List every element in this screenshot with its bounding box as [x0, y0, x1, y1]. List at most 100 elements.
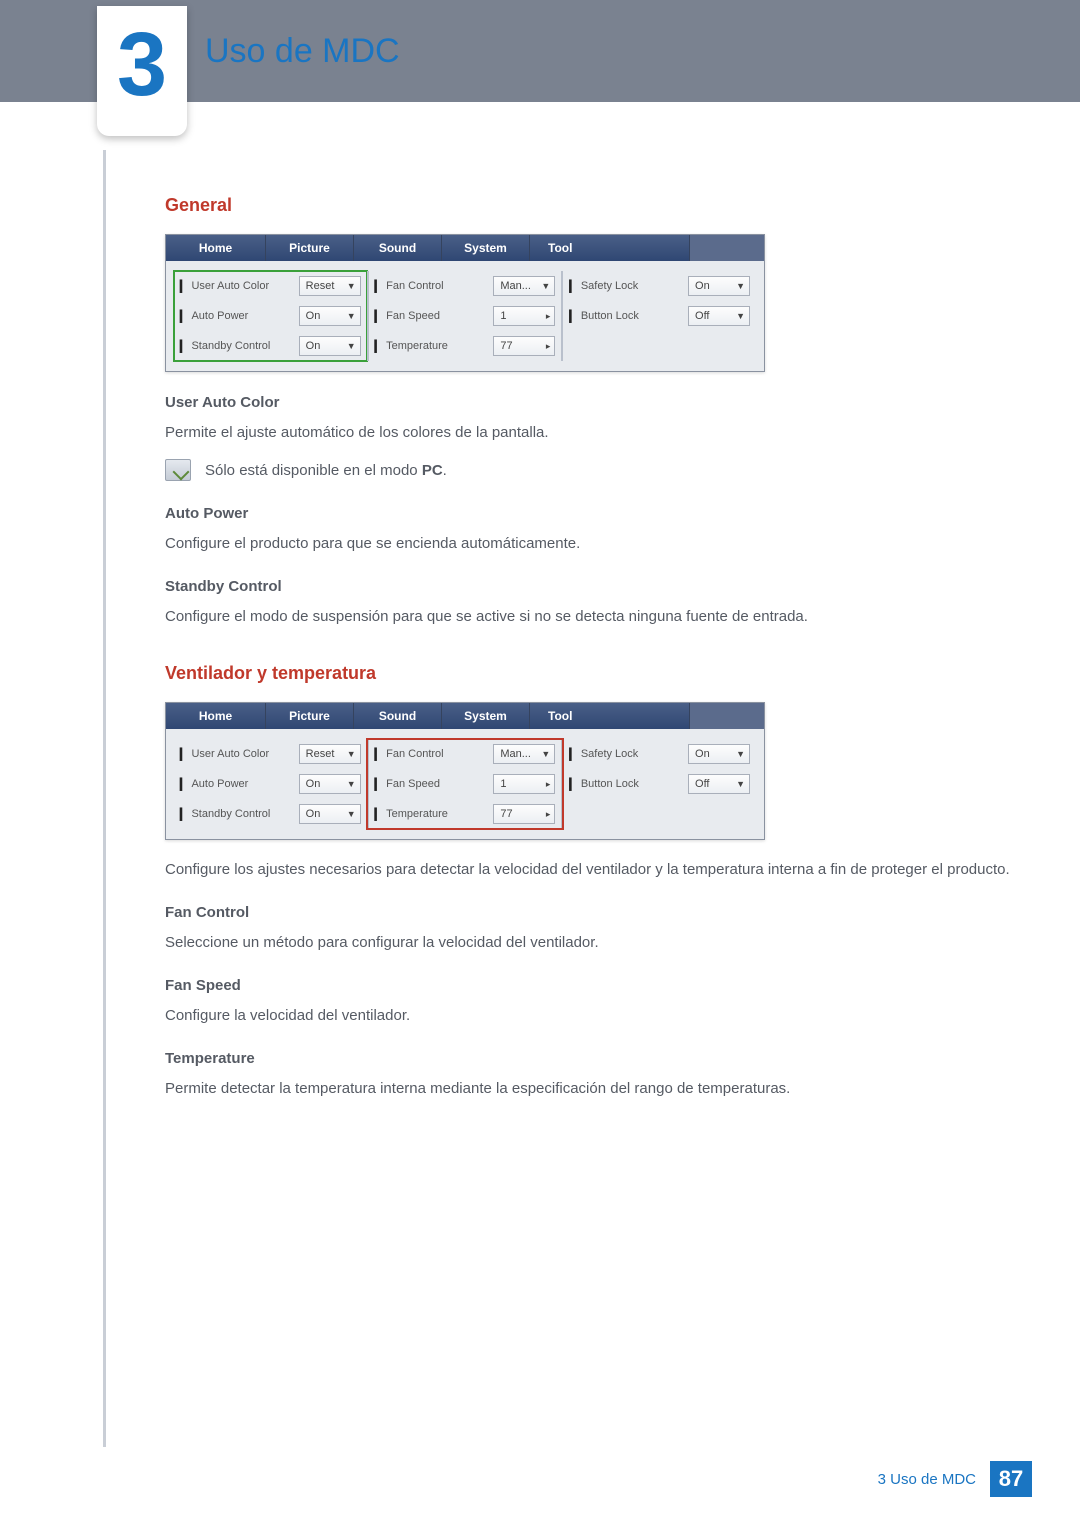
dropdown-button-lock[interactable]: Off▼ [688, 306, 750, 326]
chevron-right-icon: ▸ [546, 341, 551, 352]
label-standby-control: ▎Standby Control [180, 808, 270, 821]
panel-col-lock: ▎Safety Lock On▼ ▎Button Lock Off▼ [563, 739, 756, 829]
dropdown-fan-control[interactable]: Man...▼ [493, 276, 555, 296]
label-fan-control: ▎Fan Control [375, 748, 444, 761]
page-footer: 3 Uso de MDC 87 [878, 1461, 1032, 1497]
row-standby-control: ▎Standby Control On▼ [180, 331, 361, 361]
page-number: 87 [990, 1461, 1032, 1497]
label-fan-speed: ▎Fan Speed [375, 310, 440, 323]
stepper-temperature[interactable]: 77▸ [493, 336, 555, 356]
row-fan-speed: ▎Fan Speed 1▸ [375, 301, 556, 331]
stepper-temperature[interactable]: 77▸ [493, 804, 555, 824]
tab-tool[interactable]: Tool [530, 235, 690, 261]
chevron-down-icon: ▼ [347, 341, 356, 351]
page-header: 3 Uso de MDC [0, 0, 1080, 102]
chevron-down-icon: ▼ [347, 749, 356, 759]
tab-system[interactable]: System [442, 703, 530, 729]
row-button-lock: ▎Button Lock Off▼ [569, 301, 750, 331]
chevron-right-icon: ▸ [546, 809, 551, 820]
section-heading-fan: Ventilador y temperatura [165, 663, 1020, 684]
note-text: Sólo está disponible en el modo PC. [205, 459, 447, 483]
heading-fan-speed: Fan Speed [165, 977, 1020, 994]
text-standby-control: Configure el modo de suspensión para que… [165, 605, 1020, 629]
system-panel-general: Home Picture Sound System Tool ▎User Aut… [165, 234, 765, 372]
label-auto-power: ▎Auto Power [180, 778, 248, 791]
panel-col-fan: ▎Fan Control Man...▼ ▎Fan Speed 1▸ ▎Temp… [367, 271, 564, 361]
dropdown-user-auto-color[interactable]: Reset▼ [299, 276, 361, 296]
tab-picture[interactable]: Picture [266, 703, 354, 729]
stepper-fan-speed[interactable]: 1▸ [493, 306, 555, 326]
chevron-down-icon: ▼ [347, 809, 356, 819]
chapter-number: 3 [117, 20, 167, 110]
chevron-down-icon: ▼ [736, 281, 745, 291]
row-fan-control: ▎Fan Control Man...▼ [375, 271, 556, 301]
row-auto-power: ▎Auto Power On▼ [180, 769, 361, 799]
dropdown-user-auto-color[interactable]: Reset▼ [299, 744, 361, 764]
footer-label: 3 Uso de MDC [878, 1471, 976, 1488]
text-user-auto-color: Permite el ajuste automático de los colo… [165, 421, 1020, 445]
row-auto-power: ▎Auto Power On▼ [180, 301, 361, 331]
dropdown-auto-power[interactable]: On▼ [299, 306, 361, 326]
tab-home[interactable]: Home [166, 235, 266, 261]
label-temperature: ▎Temperature [375, 808, 448, 821]
tab-sound[interactable]: Sound [354, 235, 442, 261]
chevron-right-icon: ▸ [546, 311, 551, 322]
dropdown-standby-control[interactable]: On▼ [299, 336, 361, 356]
stepper-fan-speed[interactable]: 1▸ [493, 774, 555, 794]
panel-col-general: ▎User Auto Color Reset▼ ▎Auto Power On▼ … [174, 271, 367, 361]
row-temperature: ▎Temperature 77▸ [375, 331, 556, 361]
heading-standby-control: Standby Control [165, 578, 1020, 595]
label-standby-control: ▎Standby Control [180, 340, 270, 353]
row-standby-control: ▎Standby Control On▼ [180, 799, 361, 829]
row-safety-lock: ▎Safety Lock On▼ [569, 271, 750, 301]
chevron-down-icon: ▼ [736, 749, 745, 759]
label-temperature: ▎Temperature [375, 340, 448, 353]
row-temperature: ▎Temperature 77▸ [375, 799, 556, 829]
label-button-lock: ▎Button Lock [569, 310, 639, 323]
tab-home[interactable]: Home [166, 703, 266, 729]
dropdown-safety-lock[interactable]: On▼ [688, 744, 750, 764]
panel-tabs: Home Picture Sound System Tool [166, 235, 764, 261]
label-button-lock: ▎Button Lock [569, 778, 639, 791]
chevron-down-icon: ▼ [736, 779, 745, 789]
panel-tabs: Home Picture Sound System Tool [166, 703, 764, 729]
chapter-badge: 3 [97, 6, 187, 136]
chevron-down-icon: ▼ [736, 311, 745, 321]
label-user-auto-color: ▎User Auto Color [180, 280, 269, 293]
chevron-down-icon: ▼ [541, 281, 550, 291]
row-user-auto-color: ▎User Auto Color Reset▼ [180, 739, 361, 769]
chevron-down-icon: ▼ [347, 311, 356, 321]
text-auto-power: Configure el producto para que se encien… [165, 532, 1020, 556]
system-panel-fan: Home Picture Sound System Tool ▎User Aut… [165, 702, 765, 840]
left-margin-rule [103, 150, 106, 1447]
dropdown-auto-power[interactable]: On▼ [299, 774, 361, 794]
label-fan-speed: ▎Fan Speed [375, 778, 440, 791]
label-safety-lock: ▎Safety Lock [569, 280, 638, 293]
label-fan-control: ▎Fan Control [375, 280, 444, 293]
row-safety-lock: ▎Safety Lock On▼ [569, 739, 750, 769]
heading-fan-control: Fan Control [165, 904, 1020, 921]
tab-sound[interactable]: Sound [354, 703, 442, 729]
dropdown-standby-control[interactable]: On▼ [299, 804, 361, 824]
heading-user-auto-color: User Auto Color [165, 394, 1020, 411]
tab-system[interactable]: System [442, 235, 530, 261]
heading-temperature: Temperature [165, 1050, 1020, 1067]
label-safety-lock: ▎Safety Lock [569, 748, 638, 761]
section-heading-general: General [165, 195, 1020, 216]
row-user-auto-color: ▎User Auto Color Reset▼ [180, 271, 361, 301]
dropdown-button-lock[interactable]: Off▼ [688, 774, 750, 794]
page-content: General Home Picture Sound System Tool ▎… [165, 195, 1020, 1109]
chapter-title: Uso de MDC [205, 32, 400, 71]
note-icon [165, 459, 191, 481]
label-user-auto-color: ▎User Auto Color [180, 748, 269, 761]
tab-tool[interactable]: Tool [530, 703, 690, 729]
panel-col-general: ▎User Auto Color Reset▼ ▎Auto Power On▼ … [174, 739, 367, 829]
panel-body: ▎User Auto Color Reset▼ ▎Auto Power On▼ … [166, 261, 764, 371]
chevron-down-icon: ▼ [541, 749, 550, 759]
row-fan-speed: ▎Fan Speed 1▸ [375, 769, 556, 799]
tab-picture[interactable]: Picture [266, 235, 354, 261]
heading-auto-power: Auto Power [165, 505, 1020, 522]
dropdown-fan-control[interactable]: Man...▼ [493, 744, 555, 764]
dropdown-safety-lock[interactable]: On▼ [688, 276, 750, 296]
text-temperature: Permite detectar la temperatura interna … [165, 1077, 1020, 1101]
